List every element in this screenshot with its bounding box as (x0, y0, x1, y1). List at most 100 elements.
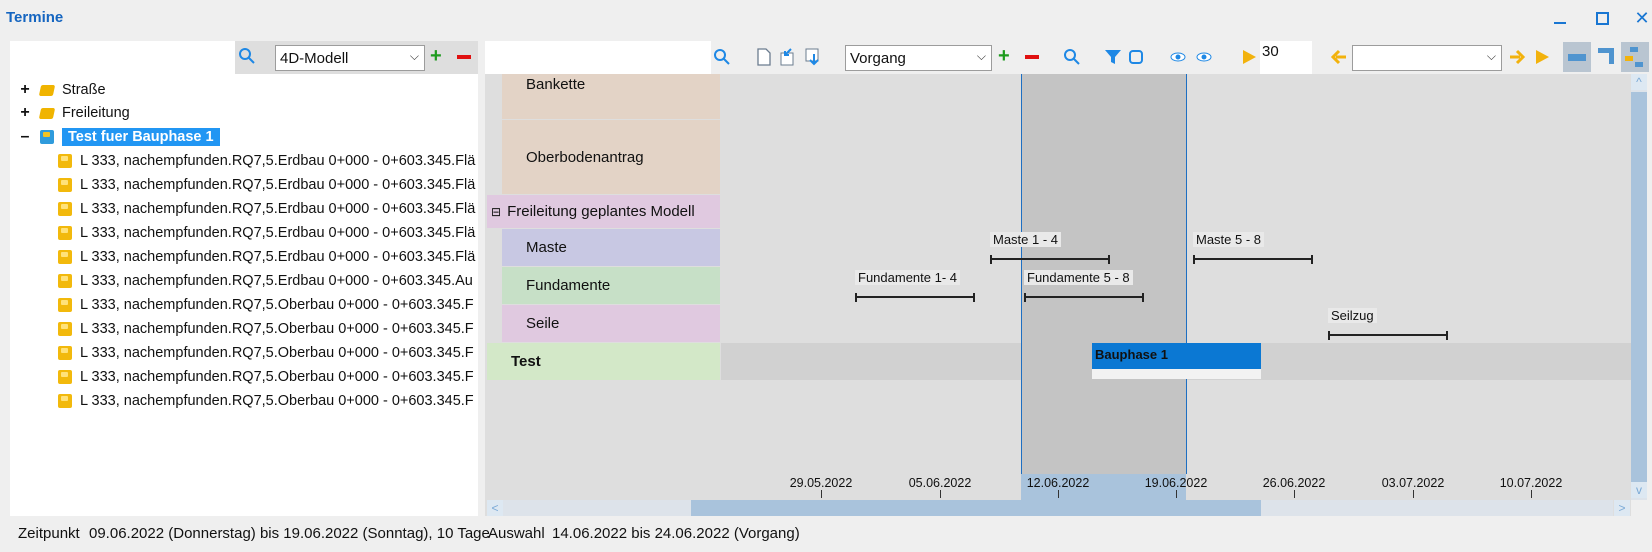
gantt-row-maste[interactable]: Maste (502, 229, 720, 266)
cube-icon (58, 202, 72, 216)
cube-icon (58, 226, 72, 240)
gantt-bar-seilzug[interactable] (1328, 331, 1448, 340)
search-icon[interactable] (238, 47, 256, 68)
bar-progress-track (1092, 369, 1261, 379)
timeline-tick (1058, 490, 1059, 498)
chevron-down-icon: ⌵ (976, 49, 986, 63)
tree-child-item[interactable]: L 333, nachempfunden.RQ7,5.Oberbau 0+000… (58, 318, 474, 340)
scroll-left-icon[interactable]: < (487, 500, 503, 516)
tree-child-item[interactable]: L 333, nachempfunden.RQ7,5.Erdbau 0+000 … (58, 222, 475, 244)
cube-icon (58, 346, 72, 360)
bar-label: Fundamente 1- 4 (855, 270, 961, 285)
tree-item-strasse[interactable]: + Straße (18, 79, 105, 101)
period-start-line (1021, 74, 1022, 474)
filter-icon[interactable] (1104, 48, 1122, 66)
timeline-date: 26.06.2022 (1262, 476, 1326, 490)
folder-icon (38, 107, 56, 119)
tree-child-item[interactable]: L 333, nachempfunden.RQ7,5.Oberbau 0+000… (58, 342, 474, 364)
maximize-button[interactable] (1590, 6, 1614, 30)
gantt-row-freileitung[interactable]: ⊟ Freileitung geplantes Modell (487, 195, 720, 228)
tree-child-item[interactable]: L 333, nachempfunden.RQ7,5.Erdbau 0+000 … (58, 246, 475, 268)
gantt-bar-fundamente-1-4[interactable] (855, 293, 975, 302)
scroll-right-icon[interactable]: > (1614, 500, 1630, 516)
play-icon[interactable] (1240, 48, 1258, 66)
cube-icon (58, 394, 72, 408)
tree-child-item[interactable]: L 333, nachempfunden.RQ7,5.Oberbau 0+000… (58, 294, 474, 316)
view-bar-toggle[interactable] (1563, 42, 1591, 72)
tree-child-item[interactable]: L 333, nachempfunden.RQ7,5.Erdbau 0+000 … (58, 198, 475, 220)
close-button[interactable]: ✕ (1634, 7, 1650, 28)
remove-task-button[interactable] (1025, 55, 1039, 59)
expand-icon[interactable]: + (20, 81, 30, 98)
gantt-search-input[interactable] (485, 41, 711, 74)
cube-icon (58, 154, 72, 168)
period-end-line (1186, 74, 1187, 474)
tree-child-item[interactable]: L 333, nachempfunden.RQ7,5.Erdbau 0+000 … (58, 174, 475, 196)
export-icon[interactable] (804, 48, 822, 66)
step-input[interactable]: 30 (1260, 41, 1312, 74)
gantt-bar-maste-5-8[interactable] (1193, 255, 1313, 264)
model-tree-panel (10, 41, 478, 516)
add-button[interactable]: + (430, 45, 442, 67)
view-step-toggle[interactable] (1593, 42, 1621, 72)
scroll-up-icon[interactable]: ^ (1631, 74, 1647, 90)
minimize-button[interactable] (1548, 6, 1572, 30)
timeline-current-band (1021, 474, 1186, 500)
timeline-date: 03.07.2022 (1381, 476, 1445, 490)
model-select[interactable]: 4D-Modell ⌵ (275, 45, 425, 71)
timeline-tick (821, 490, 822, 498)
collapse-icon[interactable]: ⊟ (491, 204, 502, 219)
timeline-tick (1294, 490, 1295, 498)
cube-icon (58, 322, 72, 336)
cube-icon (58, 274, 72, 288)
scroll-down-icon[interactable]: v (1631, 482, 1647, 498)
timeline-date: 10.07.2022 (1499, 476, 1563, 490)
gantt-row-test[interactable]: Test (487, 343, 720, 380)
timeline-date: 05.06.2022 (908, 476, 972, 490)
view-tree-toggle[interactable] (1621, 42, 1649, 72)
vertical-scroll-thumb[interactable] (1631, 92, 1647, 482)
gantt-row-bankette[interactable]: Bankette (502, 74, 720, 119)
tree-item-test-fuer-bauphase[interactable]: – Test fuer Bauphase 1 (18, 126, 220, 148)
gantt-bar-maste-1-4[interactable] (990, 255, 1110, 264)
arrow-right-icon[interactable] (1508, 48, 1526, 66)
status-bar: Zeitpunkt 09.06.2022 (Donnerstag) bis 19… (0, 520, 1652, 552)
zeitpunkt-label: Zeitpunkt (18, 525, 80, 542)
tree-child-item[interactable]: L 333, nachempfunden.RQ7,5.Oberbau 0+000… (58, 366, 474, 388)
tree-item-freileitung[interactable]: + Freileitung (18, 102, 129, 124)
gantt-row-oberbodenantrag[interactable]: Oberbodenantrag (502, 120, 720, 194)
remove-button[interactable] (457, 55, 471, 59)
window-title: Termine (6, 9, 64, 26)
new-document-icon[interactable] (755, 48, 773, 66)
search-icon[interactable] (713, 48, 731, 66)
gantt-bar-bauphase-1[interactable]: Bauphase 1 (1092, 343, 1261, 369)
timeline-date: 29.05.2022 (789, 476, 853, 490)
period-select[interactable]: ⌵ (1352, 45, 1502, 71)
timeline-date: 19.06.2022 (1144, 476, 1208, 490)
expand-icon[interactable]: + (20, 104, 30, 121)
filter-clear-icon[interactable] (1127, 48, 1145, 66)
add-task-button[interactable]: + (998, 45, 1010, 67)
tree-child-item[interactable]: L 333, nachempfunden.RQ7,5.Oberbau 0+000… (58, 390, 474, 412)
cube-icon (58, 178, 72, 192)
chevron-down-icon: ⌵ (1486, 49, 1496, 63)
play-end-icon[interactable] (1533, 48, 1551, 66)
tree-child-item[interactable]: L 333, nachempfunden.RQ7,5.Erdbau 0+000 … (58, 150, 475, 172)
view-eye-icon[interactable] (1195, 48, 1213, 66)
folder-icon (38, 84, 56, 96)
timeline-date: 12.06.2022 (1026, 476, 1090, 490)
horizontal-scroll-thumb[interactable] (691, 500, 1261, 516)
timeline-tick (940, 490, 941, 498)
import-icon[interactable] (779, 48, 797, 66)
cube-icon (58, 250, 72, 264)
gantt-bar-fundamente-5-8[interactable] (1024, 293, 1144, 302)
gantt-row-fundamente[interactable]: Fundamente (502, 267, 720, 304)
gantt-row-seile[interactable]: Seile (502, 305, 720, 342)
arrow-left-icon[interactable] (1330, 48, 1348, 66)
chevron-down-icon: ⌵ (409, 49, 419, 63)
zoom-icon[interactable] (1063, 48, 1081, 66)
collapse-icon[interactable]: – (20, 128, 30, 145)
view-eye-icon[interactable] (1169, 48, 1187, 66)
type-select[interactable]: Vorgang ⌵ (845, 45, 992, 71)
tree-child-item[interactable]: L 333, nachempfunden.RQ7,5.Erdbau 0+000 … (58, 270, 473, 292)
